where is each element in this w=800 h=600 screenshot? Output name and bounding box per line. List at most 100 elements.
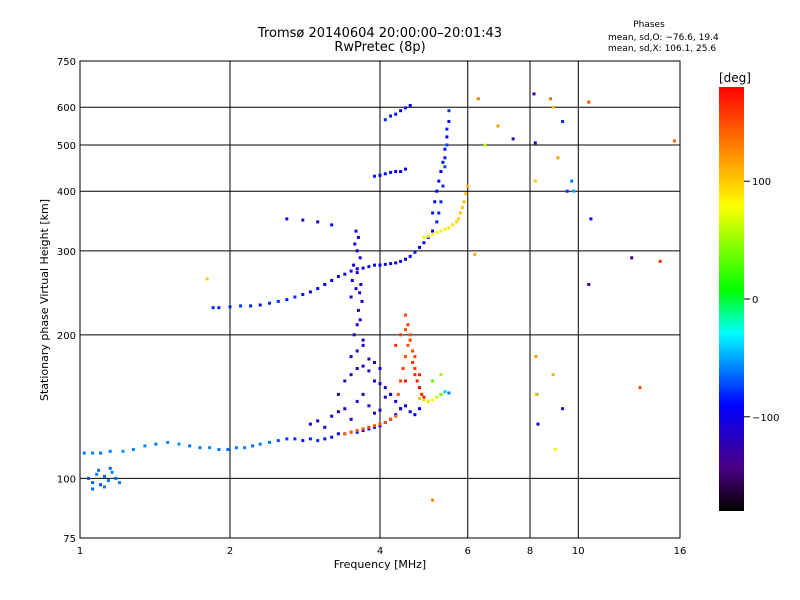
axis-ticks: 1 2 4 6 8 10 16 75 100 200 300 400 500 600 750 (57, 57, 686, 557)
data-point (367, 404, 371, 408)
data-point (439, 200, 443, 204)
colorbar (719, 87, 744, 511)
data-point (97, 468, 101, 472)
data-point (554, 448, 557, 451)
y-tick-label: 600 (57, 103, 76, 114)
data-point (208, 446, 212, 450)
data-point (355, 323, 359, 327)
data-point (401, 367, 405, 370)
data-point (389, 417, 393, 421)
data-point (460, 205, 464, 209)
colorbar-tick-label: 100 (752, 177, 771, 188)
data-point (355, 349, 359, 353)
data-point (411, 361, 415, 364)
y-tick-label: 400 (57, 187, 76, 198)
data-point (356, 308, 360, 312)
data-point (447, 391, 451, 395)
data-point (177, 442, 181, 446)
data-point (435, 220, 439, 224)
data-point (355, 367, 359, 370)
data-point (316, 287, 320, 291)
data-point (473, 252, 477, 256)
data-point (103, 474, 106, 478)
data-point (154, 442, 158, 446)
data-point (389, 170, 393, 174)
data-point (462, 200, 466, 204)
data-point (420, 392, 424, 396)
data-point (422, 235, 426, 239)
data-point (336, 275, 340, 278)
data-point (638, 386, 642, 390)
data-point (383, 395, 387, 399)
data-point (330, 435, 334, 439)
data-point (383, 262, 387, 266)
x-tick-label: 4 (377, 546, 383, 557)
data-point (301, 218, 305, 222)
data-point (258, 303, 262, 307)
data-point (373, 411, 376, 415)
data-point (108, 466, 112, 470)
data-point (408, 104, 412, 107)
data-point (408, 333, 412, 337)
data-point (426, 399, 430, 403)
data-point (394, 414, 398, 418)
y-axis-label: Stationary phase Virtual Height [km] (38, 199, 51, 401)
data-point (378, 367, 382, 370)
data-point (413, 373, 417, 377)
data-point (437, 179, 441, 183)
data-point (316, 439, 320, 443)
data-point (367, 427, 371, 431)
data-point (276, 439, 280, 443)
data-point (378, 382, 382, 386)
data-point (95, 472, 99, 476)
data-point (188, 444, 192, 448)
data-point (354, 229, 358, 233)
data-point (418, 245, 421, 249)
data-point (99, 483, 103, 487)
x-tick-label: 6 (465, 546, 471, 557)
data-point (349, 269, 353, 273)
data-point (301, 293, 305, 296)
data-point (389, 392, 393, 396)
data-point (383, 118, 387, 122)
data-point (556, 156, 560, 160)
data-point (166, 440, 170, 444)
data-point (413, 367, 417, 370)
data-point (383, 172, 387, 176)
data-point (336, 410, 340, 414)
data-point (383, 386, 387, 390)
colorbar-tick-label: −100 (752, 413, 779, 424)
data-point (355, 267, 359, 271)
data-point (361, 427, 365, 431)
data-point (336, 432, 340, 436)
data-point (373, 174, 376, 178)
data-point (103, 485, 106, 489)
data-point (445, 127, 449, 131)
data-point (439, 170, 443, 173)
data-point (258, 442, 262, 446)
data-point (354, 287, 358, 291)
data-point (399, 333, 403, 337)
data-point (361, 429, 365, 432)
data-point (367, 265, 371, 269)
data-point (399, 109, 403, 113)
data-point (399, 170, 403, 173)
chart-title: Tromsø 20140604 20:00:00–20:01:43 (257, 26, 503, 41)
data-point (378, 422, 382, 426)
data-point (355, 429, 359, 432)
grid-lines (80, 61, 680, 538)
data-point (408, 254, 412, 258)
data-point (394, 170, 398, 173)
data-point (457, 217, 460, 221)
colorbar-tick-label: 0 (752, 295, 758, 306)
data-point (476, 97, 480, 101)
data-point (378, 263, 382, 267)
data-point (447, 226, 451, 230)
data-point (511, 137, 515, 141)
data-point (630, 256, 634, 260)
data-point (426, 234, 430, 238)
data-point (251, 444, 255, 448)
data-point (445, 135, 449, 139)
data-point (551, 373, 555, 377)
